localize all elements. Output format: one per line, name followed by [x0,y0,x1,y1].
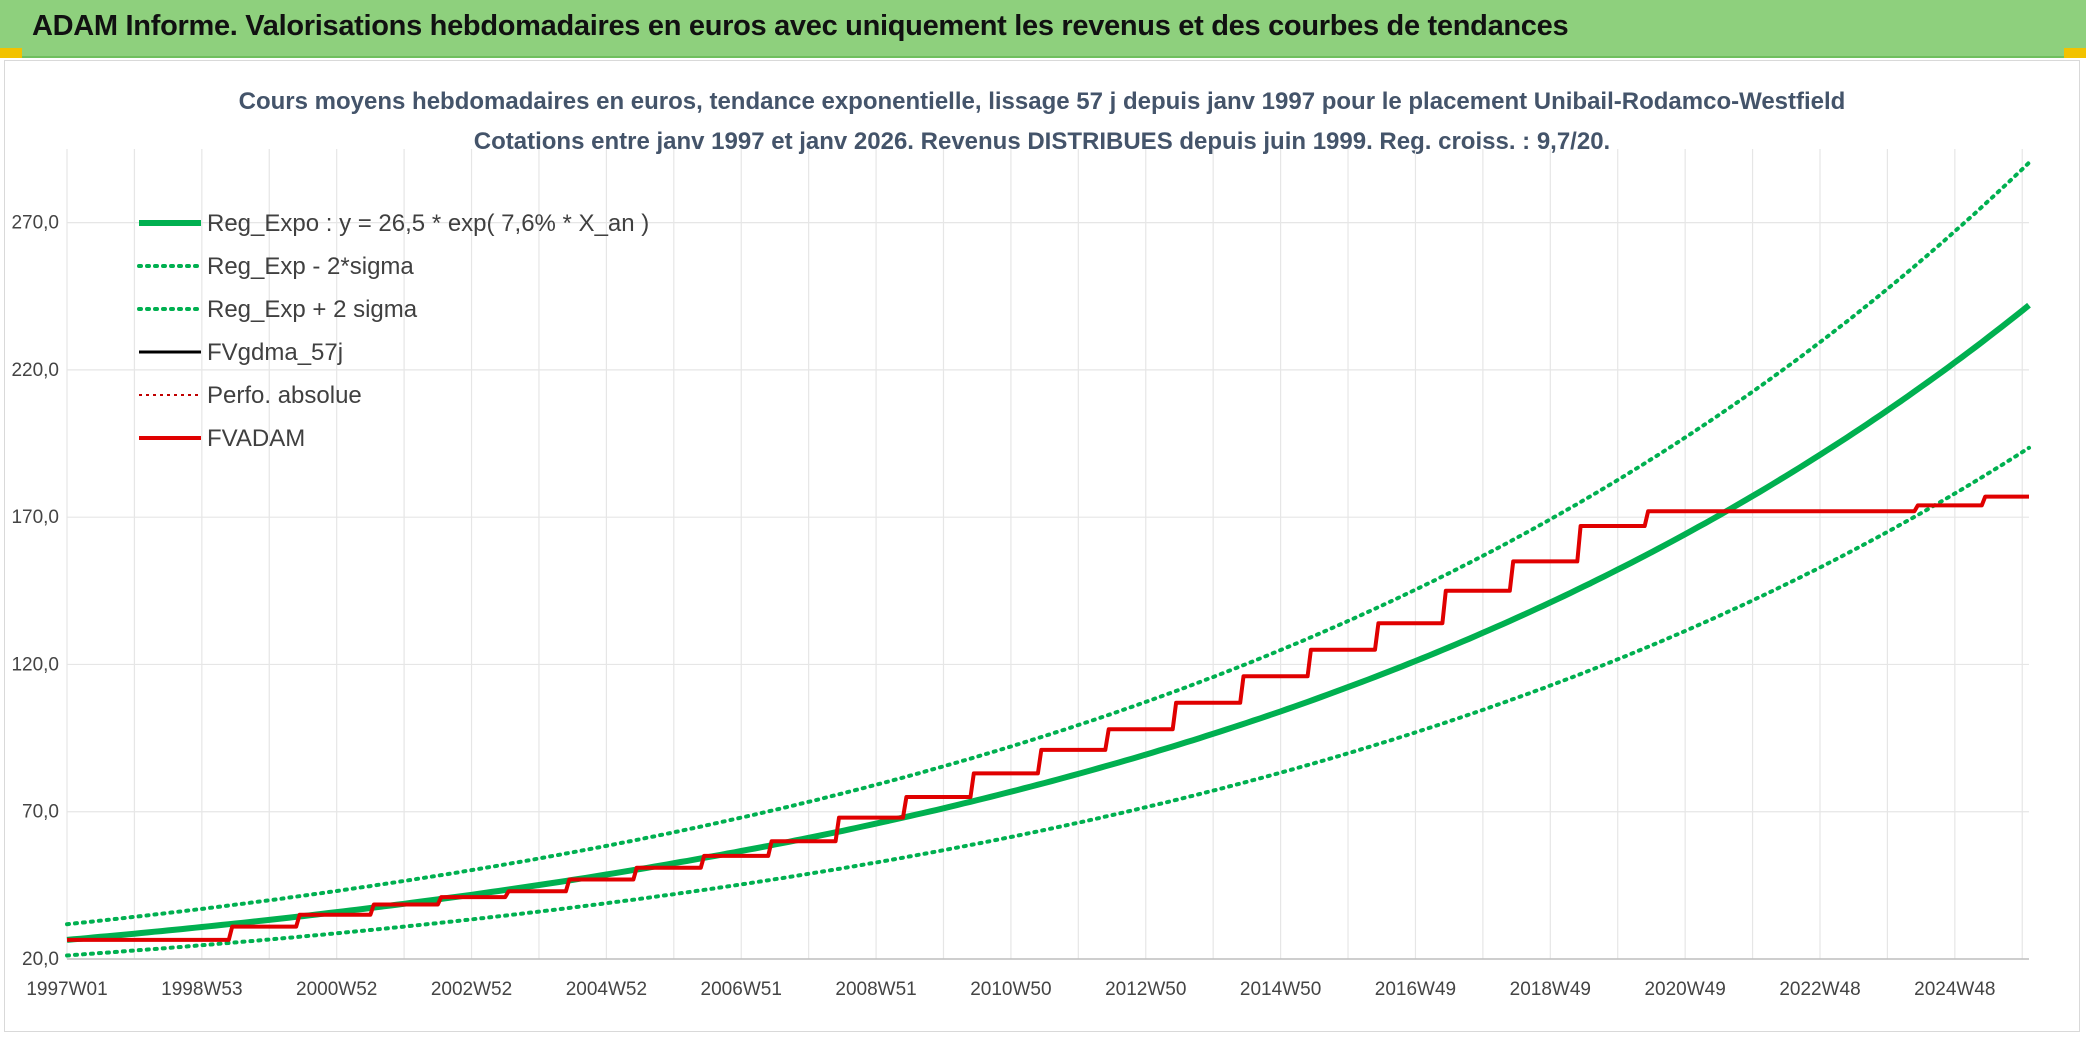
line-chart: Cours moyens hebdomadaires en euros, ten… [11,88,2031,1000]
x-axis: 1997W01 1998W53 2000W52 2002W52 2004W52 2006W… [26,958,2029,1000]
chart-title-line2: Cotations entre janv 1997 et janv 2026. … [474,128,1610,155]
legend-label: FVgdma_57j [207,339,343,366]
legend-label: Reg_Exp + 2 sigma [207,296,418,323]
horizontal-gridlines [67,222,2029,960]
header-accent-left [0,48,22,58]
y-axis: 20,0 70,0 120,0 170,0 220,0 270,0 [11,213,59,970]
series-perfo-absolue [67,495,2029,941]
x-tick-label: 2012W50 [1105,979,1186,1000]
x-tick-label: 2022W48 [1779,979,1860,1000]
vertical-gridlines [66,149,2023,959]
x-tick-label: 2008W51 [835,979,916,1000]
x-tick-label: 1998W53 [161,979,242,1000]
legend-label: FVADAM [207,425,305,452]
x-tick-label: 2004W52 [566,979,647,1000]
x-tick-label: 2024W48 [1914,979,1995,1000]
chart-frame: Cours moyens hebdomadaires en euros, ten… [4,60,2080,1032]
report-title: ADAM Informe. Valorisations hebdomadaire… [32,10,1569,42]
x-tick-label: 2002W52 [431,979,512,1000]
series-reg-plus-2sigma [65,160,2031,927]
x-tick-label: 2010W50 [970,979,1051,1000]
x-tick-label: 2006W51 [701,979,782,1000]
y-tick-label: 20,0 [22,949,59,970]
y-tick-label: 170,0 [11,507,59,528]
legend-label: Reg_Expo : y = 26,5 * exp( 7,6% * X_an ) [207,210,649,237]
report-header-banner: ADAM Informe. Valorisations hebdomadaire… [0,0,2086,58]
series-fvgdma-57j [67,495,2029,942]
y-tick-label: 220,0 [11,360,59,381]
x-tick-label: 2014W50 [1240,979,1321,1000]
legend-label: Reg_Exp - 2*sigma [207,253,414,280]
chart-legend: Reg_Expo : y = 26,5 * exp( 7,6% * X_an )… [137,210,649,452]
series-fvadam [67,494,2029,942]
x-tick-label: 2000W52 [296,979,377,1000]
legend-label: Perfo. absolue [207,382,362,409]
x-tick-label: 2016W49 [1375,979,1456,1000]
y-tick-label: 270,0 [11,213,59,234]
chart-title-line1: Cours moyens hebdomadaires en euros, ten… [239,88,1846,115]
x-tick-label: 2018W49 [1510,979,1591,1000]
plot-series [65,160,2031,958]
y-tick-label: 70,0 [22,802,59,823]
x-tick-label: 2020W49 [1644,979,1725,1000]
y-tick-label: 120,0 [11,654,59,675]
x-tick-label: 1997W01 [26,979,107,1000]
header-accent-right [2064,48,2086,58]
series-reg-minus-2sigma [65,445,2031,958]
